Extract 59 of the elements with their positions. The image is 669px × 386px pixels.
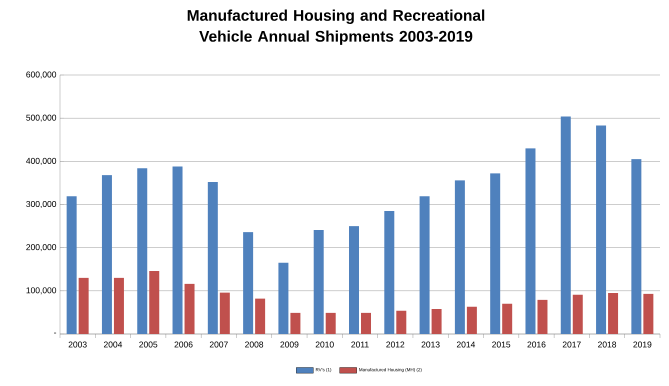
x-tick-label: 2013 [422, 342, 440, 348]
bar [502, 304, 512, 334]
bar [361, 312, 372, 334]
x-tick-label: 2016 [527, 342, 546, 348]
x-tick-label: 2003 [68, 342, 87, 348]
y-tick-label: 300,000 [26, 201, 56, 208]
bar [149, 270, 160, 334]
bar [278, 262, 288, 334]
bar [314, 230, 324, 334]
y-tick-label: - [54, 332, 56, 334]
bar [326, 312, 336, 334]
x-tick-label: 2014 [456, 342, 476, 348]
x-tick-label: 2017 [562, 342, 581, 348]
bar [525, 148, 536, 334]
x-tick-label: 2009 [280, 342, 298, 348]
bar [396, 310, 406, 334]
y-tick-label: 200,000 [26, 244, 56, 252]
x-tick-label: 2010 [316, 342, 334, 348]
y-tick-label: 100,000 [26, 287, 56, 294]
bar [220, 292, 230, 334]
bar [572, 294, 583, 334]
bar [102, 175, 112, 334]
bar [208, 182, 218, 334]
x-tick-label: 2004 [104, 342, 122, 348]
x-tick-label: 2006 [174, 342, 193, 348]
x-tick-label: 2007 [210, 342, 228, 348]
bar [114, 278, 124, 334]
x-tick-label: 2005 [139, 342, 158, 348]
bar [66, 196, 77, 334]
x-tick-label: 2012 [386, 342, 404, 348]
bar [137, 168, 148, 334]
x-tick-label: 2011 [351, 342, 369, 348]
y-tick-label: 400,000 [26, 158, 56, 165]
bar [454, 180, 465, 334]
bar [432, 308, 442, 334]
bar [243, 232, 254, 334]
bar [184, 284, 195, 334]
y-tick-label: 600,000 [26, 72, 56, 78]
bar [290, 312, 300, 334]
bar [172, 166, 183, 334]
bar [596, 126, 606, 334]
y-tick-label: 500,000 [26, 114, 56, 122]
x-tick-label: 2008 [245, 342, 264, 348]
x-tick-label: 2018 [598, 342, 616, 348]
bar [631, 159, 642, 334]
x-tick-label: 2015 [492, 342, 510, 348]
bar [643, 294, 654, 334]
bar [608, 292, 618, 334]
bar [490, 173, 500, 334]
x-tick-label: 2019 [633, 342, 652, 348]
bar [466, 306, 477, 334]
bar [537, 300, 548, 334]
bar [349, 226, 360, 334]
bar [78, 278, 89, 334]
bar [384, 210, 394, 334]
chart-title: Manufactured Housing and Recreational Vehicle Annual Shipments 2003-2019 [188, 10, 484, 45]
bar [420, 196, 430, 334]
bar [255, 298, 266, 334]
bar [560, 116, 571, 334]
